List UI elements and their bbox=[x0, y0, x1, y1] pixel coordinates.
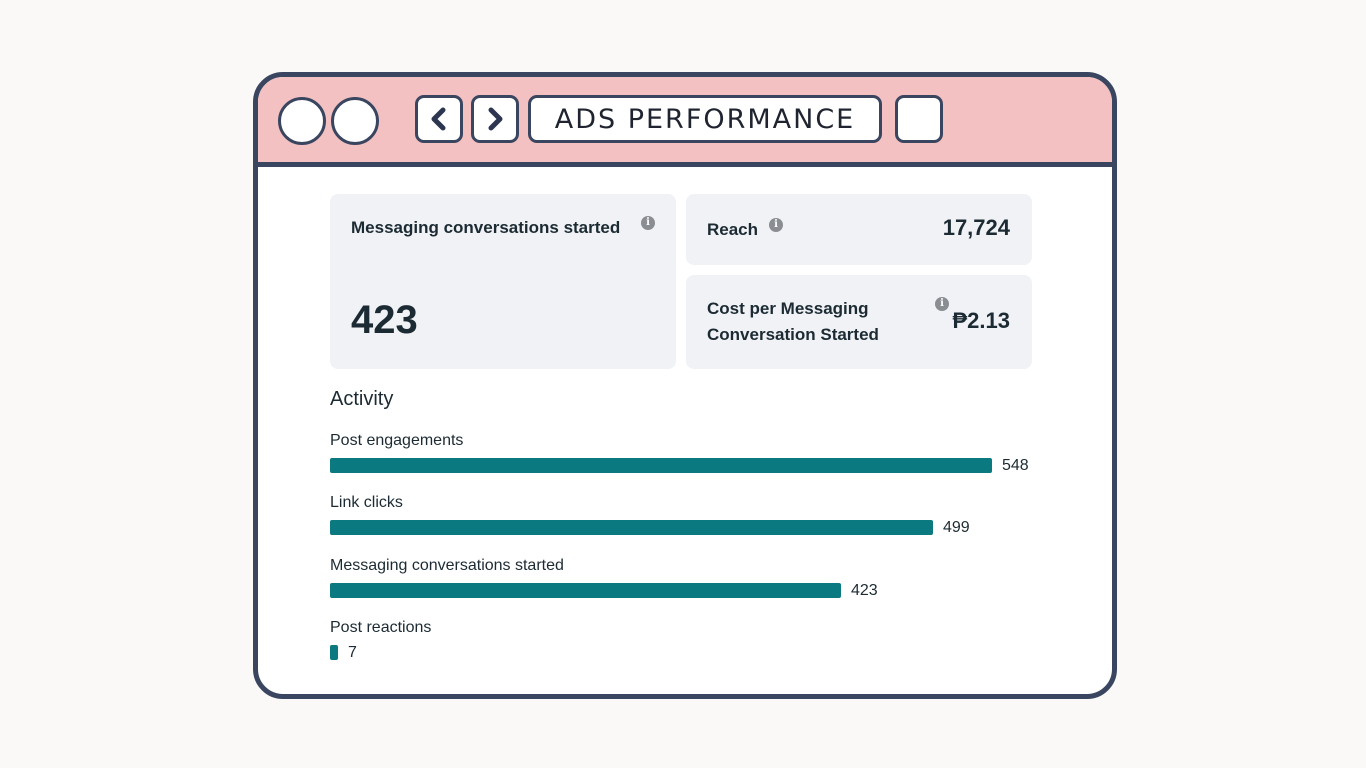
reach-card: Reach i 17,724 bbox=[686, 194, 1032, 265]
metric-value: 548 bbox=[1002, 457, 1029, 474]
browser-window: ADS PERFORMANCE Messaging conversations … bbox=[253, 72, 1117, 699]
messaging-card: Messaging conversations started i 423 bbox=[330, 194, 676, 369]
cost-card: Cost per Messaging Conversation Started … bbox=[686, 275, 1032, 369]
metric-label: Messaging conversations started bbox=[330, 557, 564, 574]
back-button[interactable] bbox=[415, 95, 463, 143]
info-icon[interactable]: i bbox=[935, 297, 949, 311]
chevron-left-icon bbox=[431, 107, 446, 131]
metric-bar bbox=[330, 645, 338, 660]
forward-button[interactable] bbox=[471, 95, 519, 143]
info-icon[interactable]: i bbox=[641, 216, 655, 230]
messaging-card-value: 423 bbox=[351, 298, 418, 342]
metric-bar bbox=[330, 520, 933, 535]
reach-card-label: Reach bbox=[707, 220, 759, 239]
window-control-circle-1[interactable] bbox=[278, 97, 326, 145]
metric-bar bbox=[330, 458, 992, 473]
metric-value: 499 bbox=[943, 519, 970, 536]
info-icon[interactable]: i bbox=[769, 218, 783, 232]
metric-label: Post engagements bbox=[330, 432, 464, 449]
cost-card-label-line2: Conversation Started bbox=[707, 325, 879, 344]
reach-card-value: 17,724 bbox=[942, 215, 1010, 240]
square-button[interactable] bbox=[895, 95, 943, 143]
metric-label: Link clicks bbox=[330, 494, 403, 511]
address-title: ADS PERFORMANCE bbox=[528, 95, 882, 143]
metric-bar bbox=[330, 583, 841, 598]
cost-card-label-line1: Cost per Messaging bbox=[707, 299, 869, 318]
title-bar: ADS PERFORMANCE bbox=[258, 77, 1112, 167]
cost-card-value: ₱2.13 bbox=[952, 308, 1011, 333]
activity-title: Activity bbox=[330, 388, 394, 410]
window-control-circle-2[interactable] bbox=[331, 97, 379, 145]
metric-value: 423 bbox=[851, 582, 878, 599]
metric-label: Post reactions bbox=[330, 619, 432, 636]
metric-value: 7 bbox=[348, 644, 357, 661]
messaging-card-label: Messaging conversations started bbox=[351, 218, 621, 237]
chevron-right-icon bbox=[488, 107, 503, 131]
